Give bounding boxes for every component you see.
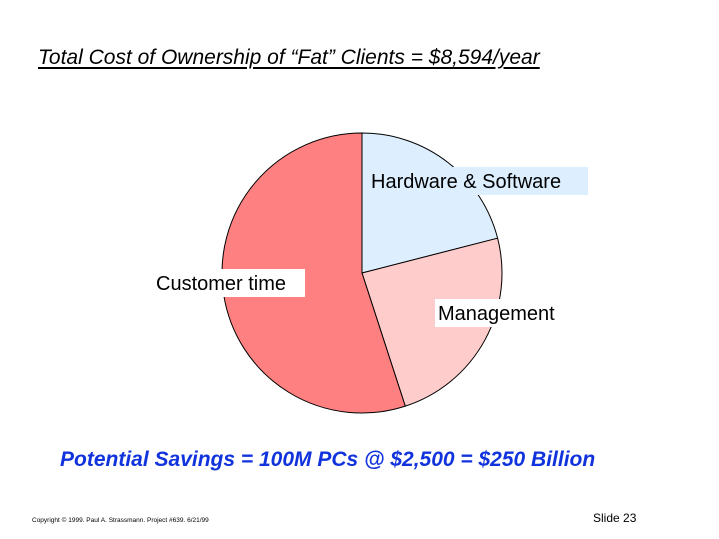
slice-label-hardware-software: Hardware & Software bbox=[371, 171, 561, 193]
pie-slice-management bbox=[361, 237, 503, 407]
slide-title: Total Cost of Ownership of “Fat” Clients… bbox=[38, 46, 540, 69]
copyright-notice: Copyright © 1999. Paul A. Strassmann. Pr… bbox=[32, 517, 209, 524]
hardware-software-label-bg bbox=[368, 167, 588, 195]
potential-savings-text: Potential Savings = 100M PCs @ $2,500 = … bbox=[60, 448, 596, 471]
management-label-bg bbox=[435, 299, 571, 327]
customer-time-label-bg bbox=[153, 269, 305, 297]
slide-number: Slide 23 bbox=[593, 511, 637, 525]
slice-label-customer-time: Customer time bbox=[156, 273, 286, 295]
slice-label-management: Management bbox=[438, 303, 555, 325]
